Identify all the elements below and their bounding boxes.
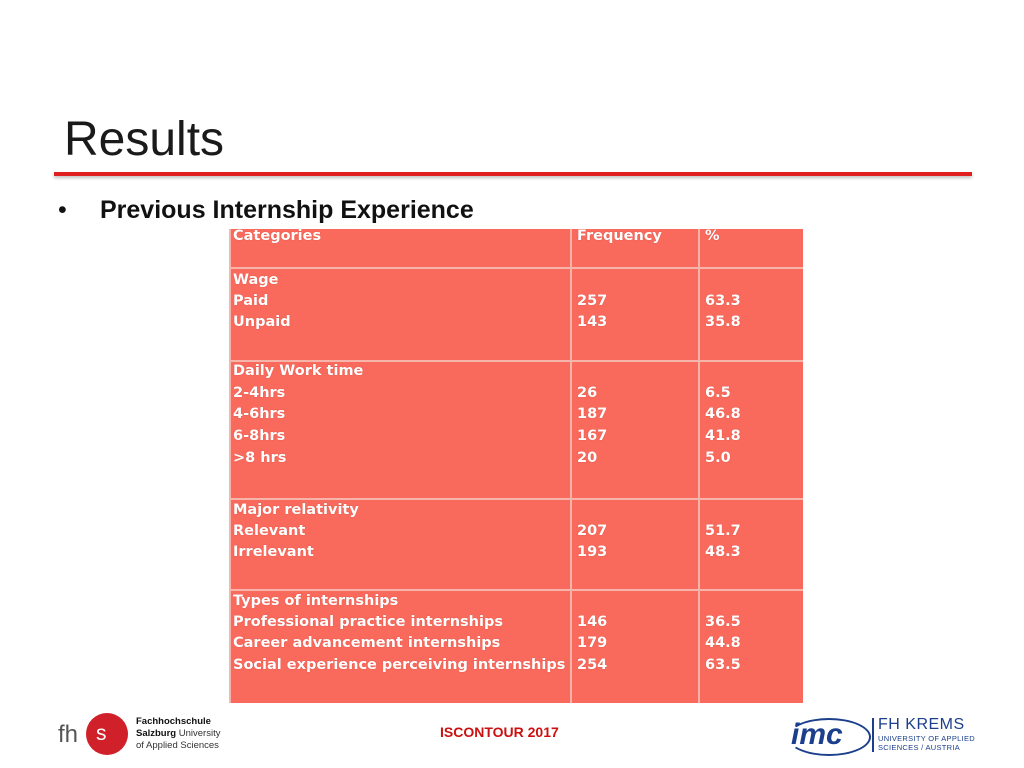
row-frequency: 146 [577, 614, 608, 630]
slide-title: Results [64, 113, 225, 166]
row-label: >8 hrs [233, 450, 287, 466]
row-percent: 46.8 [705, 406, 741, 422]
row-label: Professional practice internships [233, 614, 503, 630]
imc-logo: imc [787, 716, 871, 756]
row-label: 4-6hrs [233, 406, 286, 422]
row-percent: 6.5 [705, 385, 731, 401]
table-divider-header [229, 267, 803, 269]
fhs-logo-letters: fh [58, 721, 79, 748]
imc-logo-text: imc [791, 718, 843, 751]
row-label: Irrelevant [233, 544, 314, 560]
fh-krems-sub1: UNIVERSITY OF APPLIED [878, 734, 976, 743]
row-label: Paid [233, 293, 269, 309]
bullet-text: Previous Internship Experience [100, 196, 474, 224]
row-percent: 44.8 [705, 635, 741, 651]
row-frequency: 179 [577, 635, 608, 651]
row-label: Career advancement internships [233, 635, 501, 651]
row-percent: 5.0 [705, 450, 731, 466]
imc-logo-swoosh [787, 718, 871, 756]
row-frequency: 207 [577, 523, 608, 539]
logo-divider [872, 718, 874, 752]
fhs-logo-circle-letter: s [96, 722, 107, 745]
row-percent: 63.5 [705, 657, 741, 673]
row-label: Social experience perceiving internships [233, 657, 566, 673]
fh-krems-sub2: SCIENCES / AUSTRIA [878, 743, 961, 752]
table-divider-group3 [229, 589, 803, 591]
fhs-line3: of Applied Sciences [136, 740, 219, 751]
table-divider-col1 [570, 229, 572, 703]
internship-table: Categories Frequency % Wage Paid 257 63.… [229, 228, 803, 703]
fhs-line2-bold: Salzburg [136, 728, 177, 739]
row-frequency: 167 [577, 428, 608, 444]
row-percent: 36.5 [705, 614, 741, 630]
row-frequency: 254 [577, 657, 608, 673]
table-divider-group1 [229, 360, 803, 362]
header-percent: % [705, 228, 720, 244]
fhs-logo-circle: s [86, 713, 128, 755]
fhs-line2-rest: University [176, 728, 221, 739]
fh-krems-title: FH KREMS [878, 716, 965, 733]
header-categories: Categories [233, 228, 322, 244]
group-heading-wage: Wage [233, 272, 279, 288]
row-percent: 48.3 [705, 544, 741, 560]
fh-krems-logo: FH KREMS UNIVERSITY OF APPLIED SCIENCES … [878, 716, 975, 752]
row-frequency: 257 [577, 293, 608, 309]
bullet-icon: • [58, 196, 67, 224]
row-percent: 41.8 [705, 428, 741, 444]
table-divider-col2 [698, 229, 700, 703]
group-heading-daily-work-time: Daily Work time [233, 363, 364, 379]
row-percent: 63.3 [705, 293, 741, 309]
row-percent: 35.8 [705, 314, 741, 330]
row-frequency: 26 [577, 385, 598, 401]
row-label: 2-4hrs [233, 385, 286, 401]
row-label: Unpaid [233, 314, 291, 330]
row-percent: 51.7 [705, 523, 741, 539]
fhs-salzburg-logo: fh s Fachhochschule Salzburg University … [58, 713, 228, 757]
fhs-logo-name: Fachhochschule Salzburg University of Ap… [136, 716, 220, 752]
fhs-line1: Fachhochschule [136, 716, 211, 727]
row-frequency: 193 [577, 544, 608, 560]
group-heading-types-of-internships: Types of internships [233, 593, 399, 609]
table-border-left [229, 229, 231, 703]
row-frequency: 143 [577, 314, 608, 330]
group-heading-major-relativity: Major relativity [233, 502, 359, 518]
row-frequency: 20 [577, 450, 598, 466]
conference-label: ISCONTOUR 2017 [440, 724, 559, 740]
title-divider [54, 172, 972, 176]
row-frequency: 187 [577, 406, 608, 422]
row-label: 6-8hrs [233, 428, 286, 444]
table-divider-group2 [229, 498, 803, 500]
row-label: Relevant [233, 523, 306, 539]
header-frequency: Frequency [577, 228, 662, 244]
